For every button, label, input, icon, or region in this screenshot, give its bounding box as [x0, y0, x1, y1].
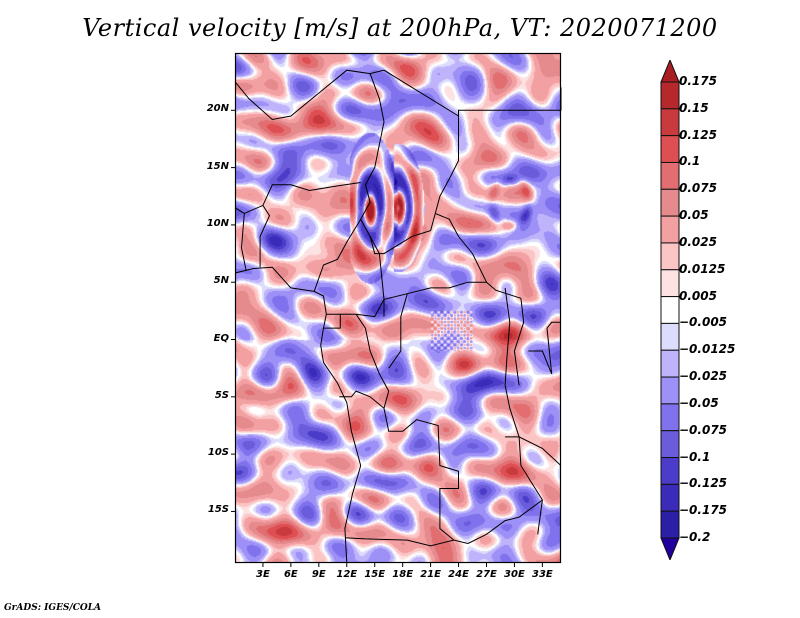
x-tick-label: 18E [392, 569, 414, 580]
border-line [326, 281, 522, 318]
colorbar-label: −0.175 [679, 503, 728, 518]
x-tick-label: 27E [476, 569, 497, 580]
x-tick-label: 9E [311, 569, 326, 580]
border-line [435, 212, 487, 283]
colorbar-swatch [660, 376, 680, 405]
y-tick-label: 5S [214, 389, 229, 401]
border-line [234, 69, 371, 121]
colorbar-label: 0.05 [679, 208, 709, 223]
y-tick-label: 15S [207, 504, 229, 516]
x-tick-label: 3E [256, 569, 270, 580]
colorbar-label: −0.0125 [679, 342, 736, 357]
colorbar-label: −0.2 [679, 530, 711, 544]
colorbar-label: −0.125 [679, 476, 728, 491]
border-line [505, 436, 562, 466]
border-line [369, 236, 385, 317]
colorbar-swatch [660, 349, 680, 378]
border-line [528, 321, 561, 375]
grads-credit: GrADS: IGES/COLA [4, 603, 102, 613]
colorbar-extend-min [660, 537, 680, 560]
colorbar-swatch [660, 188, 680, 217]
border-line [458, 87, 562, 116]
map-frame [234, 52, 562, 564]
x-ticks [262, 563, 543, 567]
colorbar-label: −0.005 [679, 315, 728, 330]
x-tick-label: 30E [504, 569, 525, 580]
colorbar-label: 0.1 [679, 154, 701, 169]
colorbar-label: 0.15 [679, 100, 709, 115]
border-line [388, 293, 408, 369]
country-borders [234, 69, 562, 564]
y-ticks [231, 109, 235, 512]
colorbar-swatch [660, 242, 680, 271]
x-tick-label: 21E [420, 569, 441, 580]
map-panel [231, 52, 562, 567]
colorbar-label: 0.0125 [679, 261, 726, 276]
y-tick-label: 5N [213, 275, 229, 287]
border-line [355, 314, 390, 409]
colorbar-swatch [660, 322, 680, 351]
colorbar-label: 0.075 [679, 181, 717, 196]
y-tick-label: 10S [207, 447, 229, 459]
colorbar-swatch [660, 403, 680, 432]
border-line [344, 537, 455, 547]
colorbar-label: −0.1 [679, 449, 711, 464]
colorbar-label: −0.025 [679, 369, 728, 384]
chart-title: Vertical velocity [m/s] at 200hPa, VT: 2… [82, 14, 718, 42]
x-tick-label: 6E [283, 569, 298, 580]
colorbar-swatch [660, 430, 680, 459]
colorbar-swatch [660, 269, 680, 298]
colorbar-extend-max [660, 60, 680, 83]
border-line [259, 205, 271, 268]
colorbar-swatch [660, 296, 680, 324]
colorbar-label: −0.05 [679, 395, 719, 410]
y-tick-label: 15N [206, 160, 229, 172]
x-tick-label: 15E [364, 569, 386, 580]
colorbar: 0.175 0.15 0.125 0.1 0.075 0.05 0.025 0.0125 0.0… [655, 60, 775, 560]
border-line [504, 287, 543, 535]
border-line [467, 499, 543, 544]
colorbar-swatch [660, 215, 680, 244]
colorbar-swatch [660, 457, 680, 485]
colorbar-swatch [660, 81, 680, 110]
y-tick-label: 10N [206, 217, 229, 229]
colorbar-label: 0.025 [679, 234, 717, 249]
border-line [513, 298, 525, 386]
map-overlay [231, 52, 562, 567]
border-line [234, 266, 362, 564]
colorbar-swatch [660, 161, 680, 190]
colorbar-swatches [660, 60, 680, 560]
colorbar-swatch [660, 135, 680, 163]
border-line [360, 69, 459, 255]
colorbar-label: 0.005 [679, 288, 717, 303]
x-tick-label: 12E [336, 569, 358, 580]
y-tick-label: 20N [206, 103, 229, 115]
border-line [234, 182, 361, 214]
border-line [313, 218, 362, 292]
velocity-field-heatmap [235, 53, 561, 563]
x-tick-label: 24E [448, 569, 469, 580]
y-tick-label: EQ [213, 332, 229, 344]
colorbar-label: 0.175 [679, 74, 717, 88]
colorbar-swatch [660, 510, 680, 539]
border-line [240, 213, 247, 271]
border-line [323, 314, 341, 329]
x-tick-label: 33E [531, 569, 553, 580]
colorbar-swatch [660, 108, 680, 137]
colorbar-label: −0.075 [679, 422, 728, 437]
colorbar-swatch [660, 483, 680, 512]
border-line [339, 390, 469, 544]
colorbar-label: 0.125 [679, 127, 717, 142]
